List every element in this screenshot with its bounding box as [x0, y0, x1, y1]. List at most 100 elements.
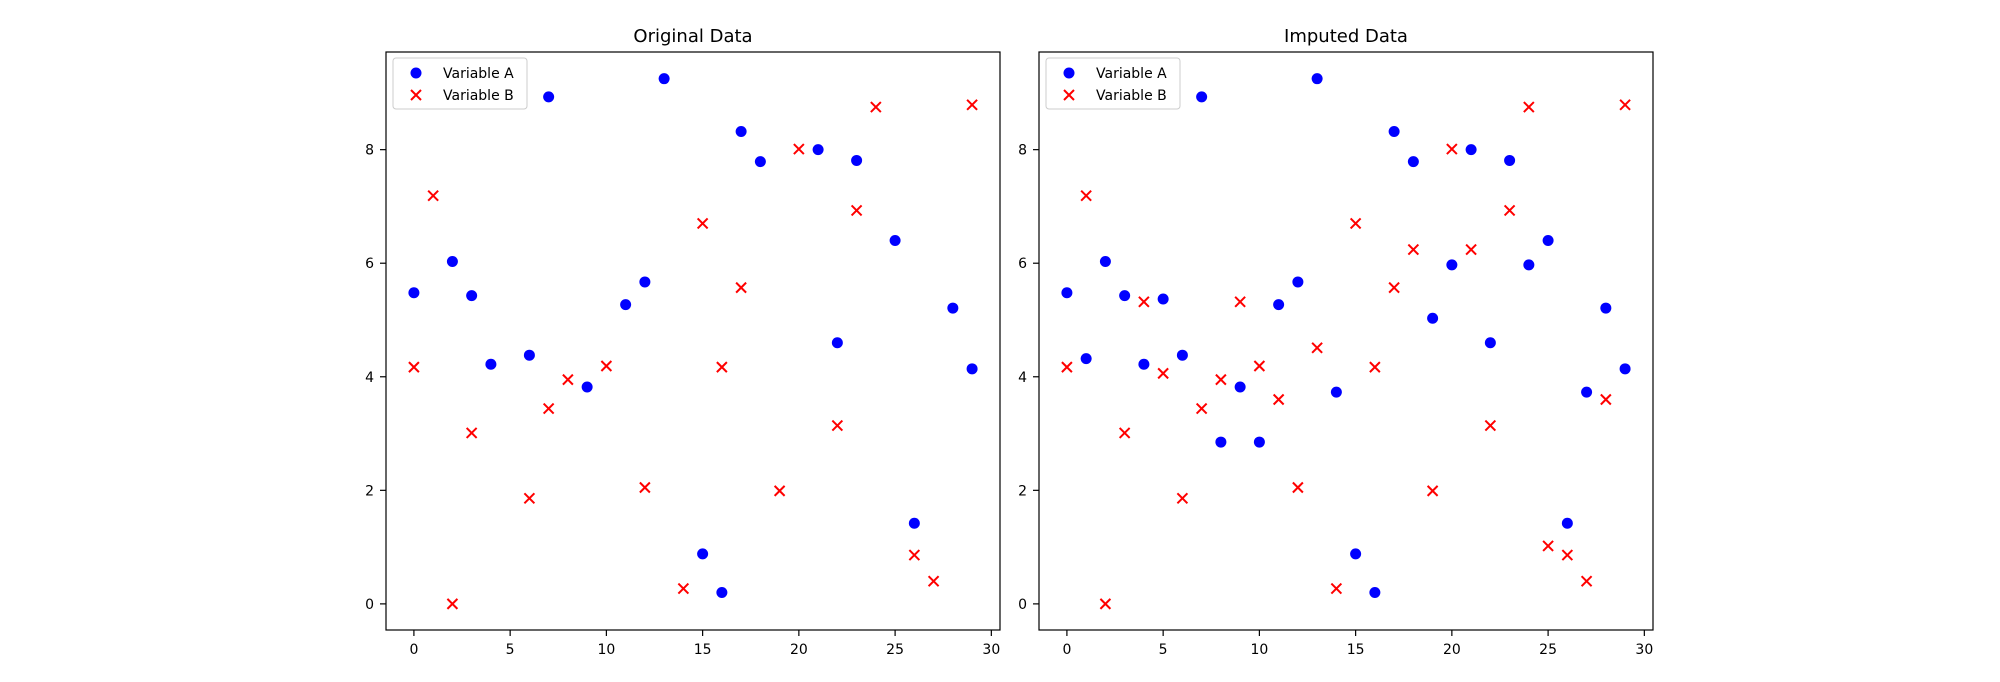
legend: Variable A Variable B [1045, 57, 1181, 110]
data-point [716, 587, 728, 599]
data-point [1542, 235, 1554, 247]
legend-label: Variable A [1096, 66, 1167, 82]
data-point [620, 299, 632, 311]
y-tick-label: 8 [365, 143, 374, 159]
data-point [1215, 436, 1227, 448]
data-point [1099, 256, 1111, 268]
data-point [485, 358, 497, 370]
data-point [1619, 99, 1631, 111]
data-point [1061, 361, 1073, 373]
data-point [639, 481, 651, 494]
x-tick-label: 25 [886, 642, 904, 658]
legend: Variable A Variable B [392, 57, 528, 110]
data-point [1388, 281, 1400, 294]
y-tick-label: 2 [365, 483, 374, 499]
x-tick-label: 20 [1443, 642, 1461, 658]
data-point [1099, 598, 1112, 610]
data-point [639, 276, 651, 288]
data-point [1350, 548, 1362, 560]
data-point [1484, 419, 1497, 432]
data-point [1157, 367, 1169, 380]
y-tick-label: 6 [1018, 256, 1027, 272]
data-point [1542, 540, 1554, 552]
data-point [1273, 299, 1285, 311]
series-variable-b [408, 99, 978, 610]
data-point [927, 575, 940, 587]
data-point [1080, 189, 1092, 202]
data-point [1195, 402, 1208, 415]
data-point [831, 419, 844, 432]
data-point [1196, 91, 1208, 103]
data-point [1253, 360, 1266, 372]
data-point [1504, 154, 1516, 166]
data-point [1407, 156, 1419, 168]
data-point [523, 349, 535, 361]
data-point [408, 361, 420, 373]
x-tick-label: 25 [1539, 642, 1557, 658]
series-variable-b [1061, 99, 1631, 610]
data-point [465, 427, 478, 439]
x-tick-label: 0 [409, 642, 418, 658]
x-tick-label: 20 [790, 642, 808, 658]
x-tick-label: 5 [1159, 642, 1168, 658]
data-point [1561, 517, 1573, 529]
data-point [1600, 302, 1612, 314]
data-point [658, 73, 670, 85]
x-tick-label: 5 [506, 642, 515, 658]
data-point [1176, 492, 1189, 504]
x-tick-label: 15 [694, 642, 712, 658]
y-tick-label: 4 [1018, 370, 1027, 386]
data-point [754, 156, 766, 168]
data-point [600, 360, 613, 372]
x-tick-label: 0 [1062, 642, 1071, 658]
legend-marker [410, 89, 422, 101]
data-point [908, 517, 920, 529]
data-point [466, 290, 478, 302]
data-point [446, 256, 458, 268]
data-point [1581, 386, 1593, 398]
data-point [1138, 296, 1150, 308]
chart-title: Imputed Data [1284, 26, 1408, 47]
data-point [1580, 575, 1593, 587]
series-variable-a [1061, 73, 1631, 599]
x-tick-label: 30 [1635, 642, 1653, 658]
data-point [1176, 349, 1188, 361]
data-point [1311, 73, 1323, 85]
data-point [408, 287, 420, 299]
data-point [773, 485, 786, 497]
data-point [870, 101, 882, 113]
data-point [812, 144, 824, 156]
x-tick-label: 30 [982, 642, 1000, 658]
plot-frame [1038, 51, 1654, 631]
data-point [1330, 582, 1343, 595]
legend-marker [410, 67, 422, 79]
data-point [427, 189, 439, 202]
data-point [850, 204, 863, 217]
data-point [966, 363, 978, 375]
data-point [542, 402, 555, 415]
data-point [1157, 293, 1169, 305]
legend-box [1045, 57, 1181, 110]
data-point [1407, 243, 1420, 256]
data-point [947, 302, 959, 314]
y-tick-label: 8 [1018, 143, 1027, 159]
data-point [1465, 243, 1477, 256]
imputed-data-chart: Imputed Data 0 5 10 15 20 25 30 0 2 4 6 8 Variable A… [1018, 26, 1654, 658]
data-point [697, 548, 709, 560]
data-point [1292, 276, 1304, 288]
x-tick-label: 15 [1347, 642, 1365, 658]
data-point [1253, 436, 1265, 448]
data-point [1215, 373, 1227, 386]
data-point [1061, 287, 1073, 299]
data-point [1080, 353, 1092, 365]
data-point [581, 381, 593, 393]
data-point [1138, 358, 1150, 370]
data-point [1523, 259, 1535, 271]
y-tick-label: 2 [1018, 483, 1027, 499]
data-point [1465, 144, 1477, 156]
legend-box [392, 57, 528, 110]
data-point [543, 91, 555, 103]
data-point [1446, 259, 1458, 271]
data-point [1446, 143, 1458, 155]
